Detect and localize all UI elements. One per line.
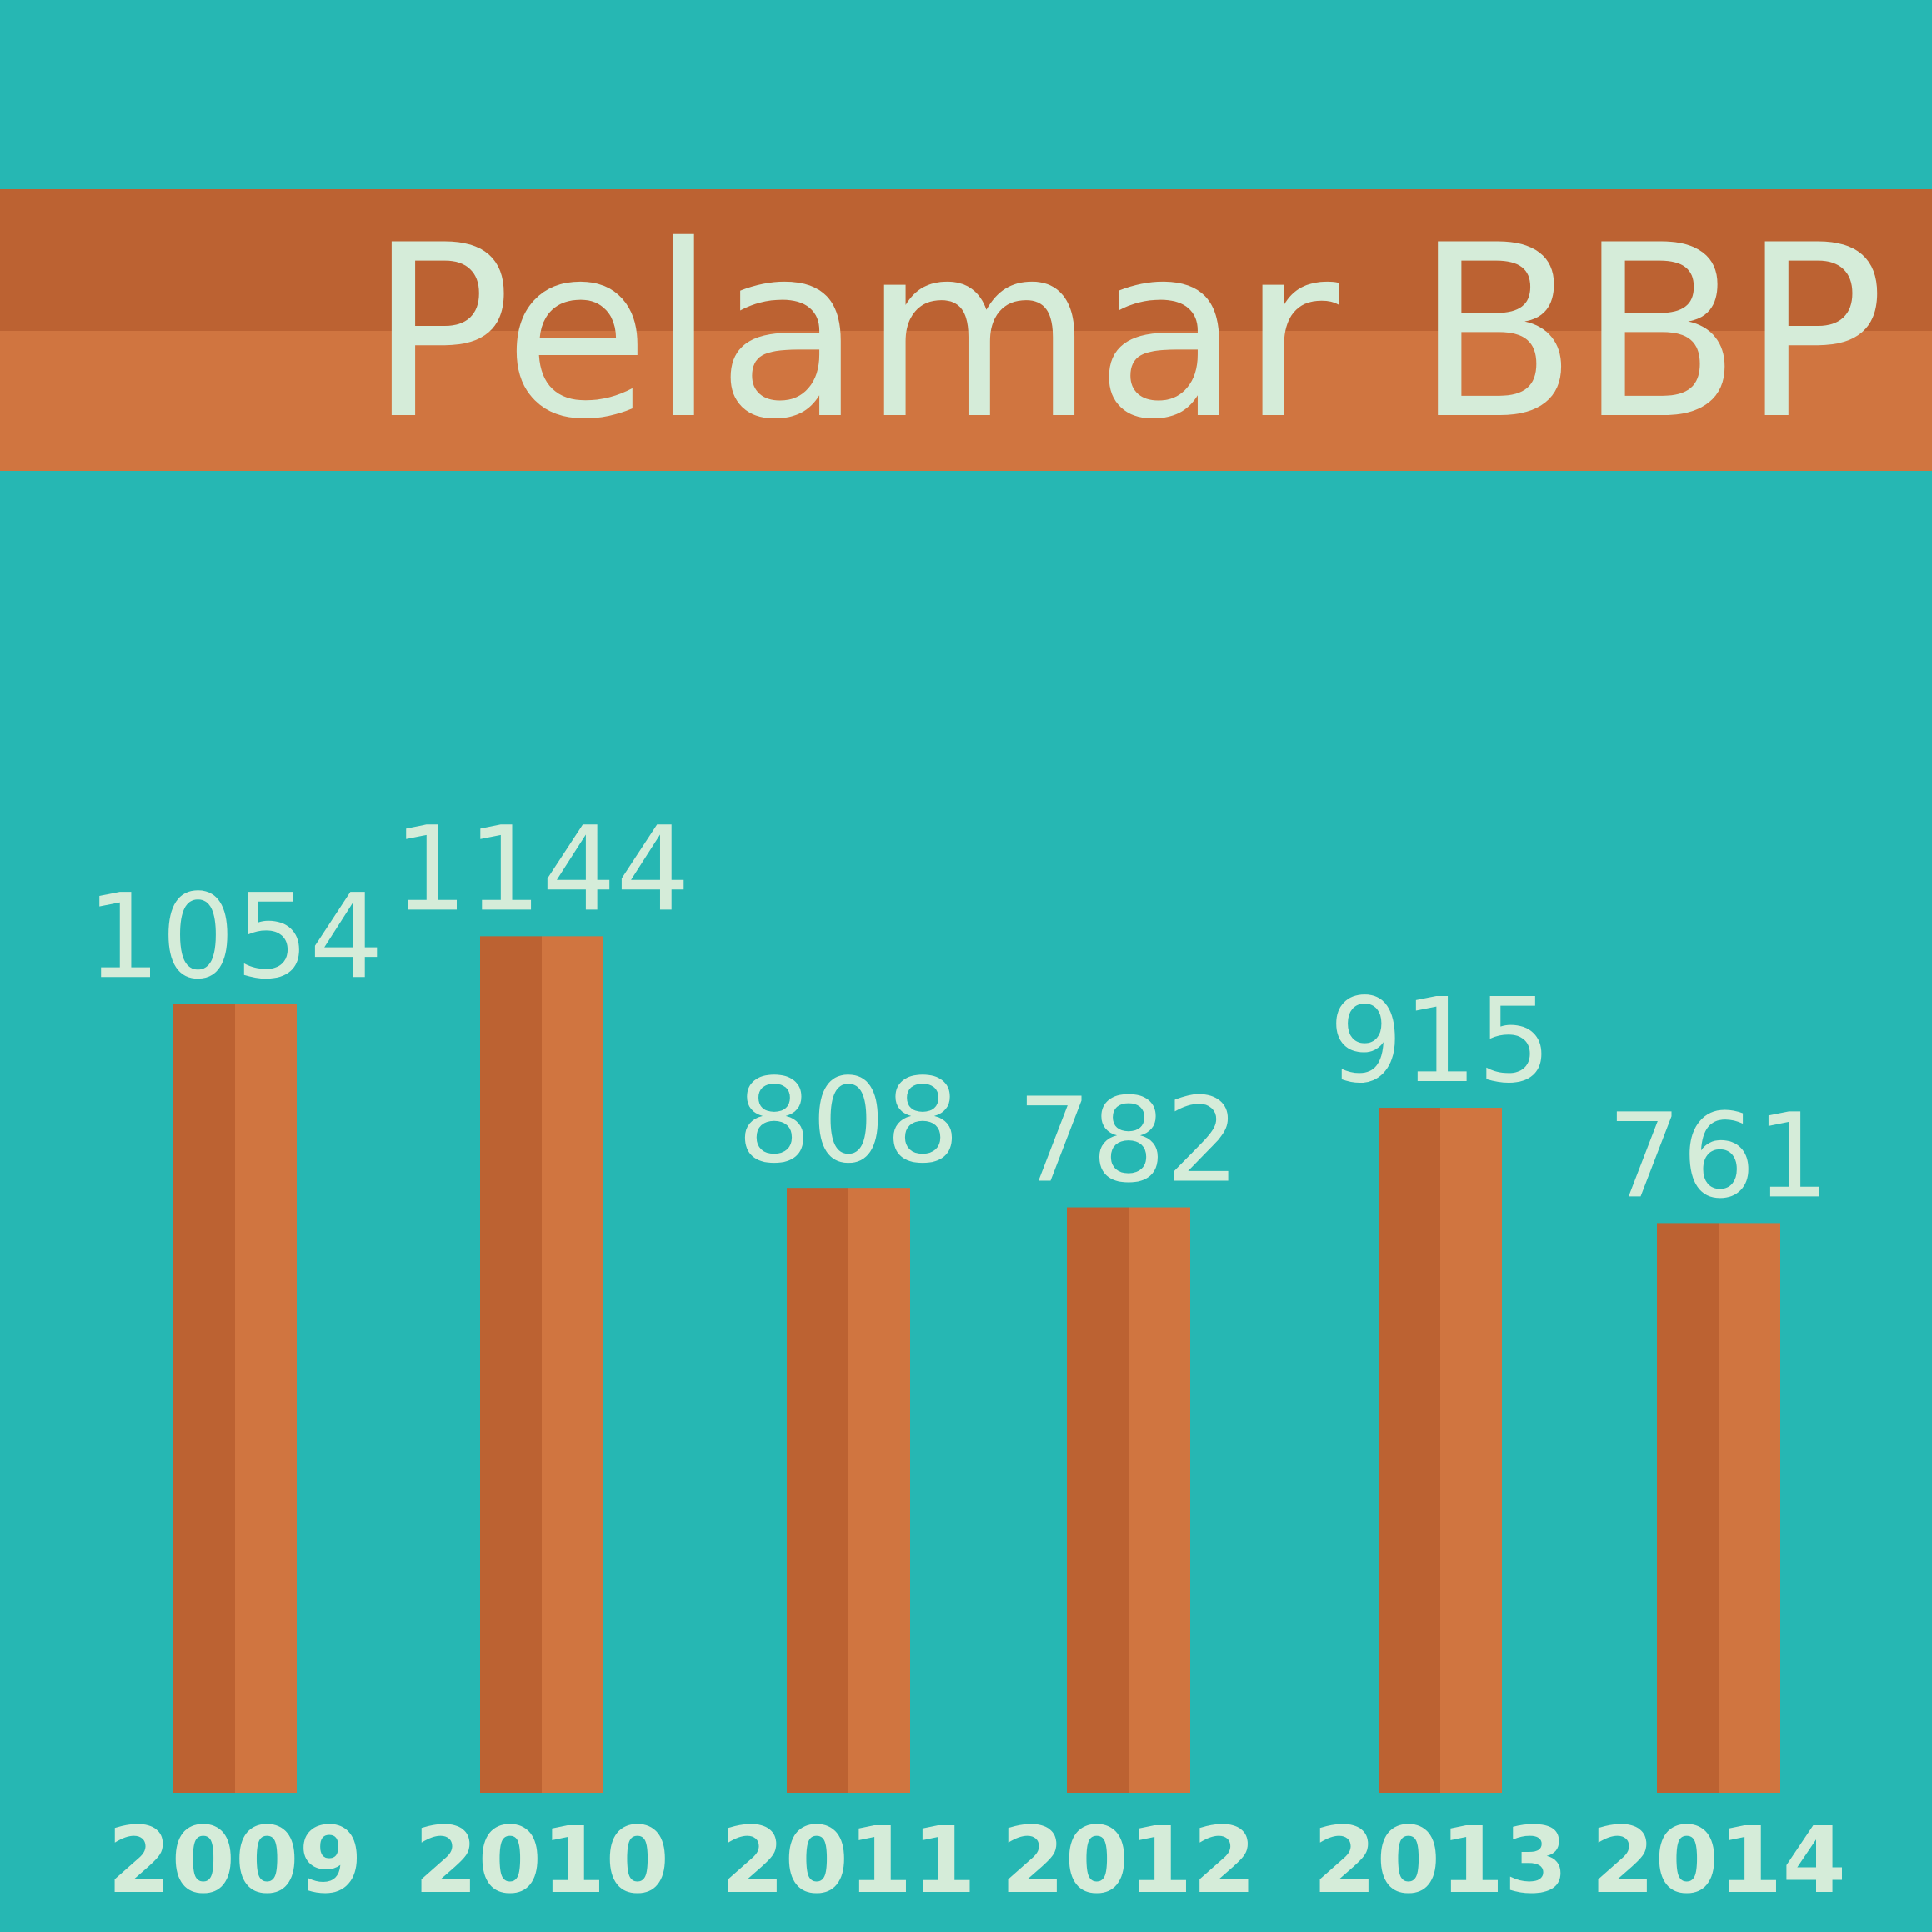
x-tick-label-2010: 2010 (414, 1807, 669, 1914)
bar-2009-dark-half (173, 1004, 235, 1793)
bar-2009 (235, 1004, 297, 1793)
title-banner-bottom-band (0, 331, 1932, 471)
x-tick-label-2013: 2013 (1313, 1807, 1568, 1914)
value-label-2010: 1144 (393, 802, 690, 938)
x-tick-label-2014: 2014 (1591, 1807, 1846, 1914)
x-axis-tick-labels: 2009 2010 2011 2012 2013 2014 (108, 1807, 1846, 1914)
bar-2012-dark-half (1067, 1207, 1129, 1793)
value-label-2013: 915 (1329, 974, 1551, 1109)
bar-2014 (1719, 1223, 1780, 1793)
bar-2013 (1440, 1108, 1502, 1793)
x-tick-label-2009: 2009 (108, 1807, 363, 1914)
bar-2011-dark-half (787, 1188, 848, 1793)
value-label-2011: 808 (737, 1054, 959, 1189)
value-label-2012: 782 (1017, 1074, 1239, 1209)
bar-2011 (848, 1188, 910, 1793)
title-banner-top-band (0, 189, 1932, 331)
bar-2010-dark-half (480, 936, 542, 1793)
x-tick-label-2011: 2011 (721, 1807, 976, 1914)
chart-title: Pelamar BBP (368, 195, 1885, 472)
value-labels-layer: 1054 1144 808 782 915 761 (87, 802, 1830, 1224)
title-banner: Pelamar BBP (0, 189, 1932, 472)
bars-layer (173, 936, 1780, 1793)
bar-2012 (1129, 1207, 1190, 1793)
bar-2014-dark-half (1657, 1223, 1719, 1793)
bar-2013-dark-half (1379, 1108, 1440, 1793)
x-tick-label-2012: 2012 (1001, 1807, 1256, 1914)
value-label-2009: 1054 (87, 869, 383, 1005)
bar-2010 (542, 936, 603, 1793)
value-label-2014: 761 (1607, 1089, 1829, 1224)
